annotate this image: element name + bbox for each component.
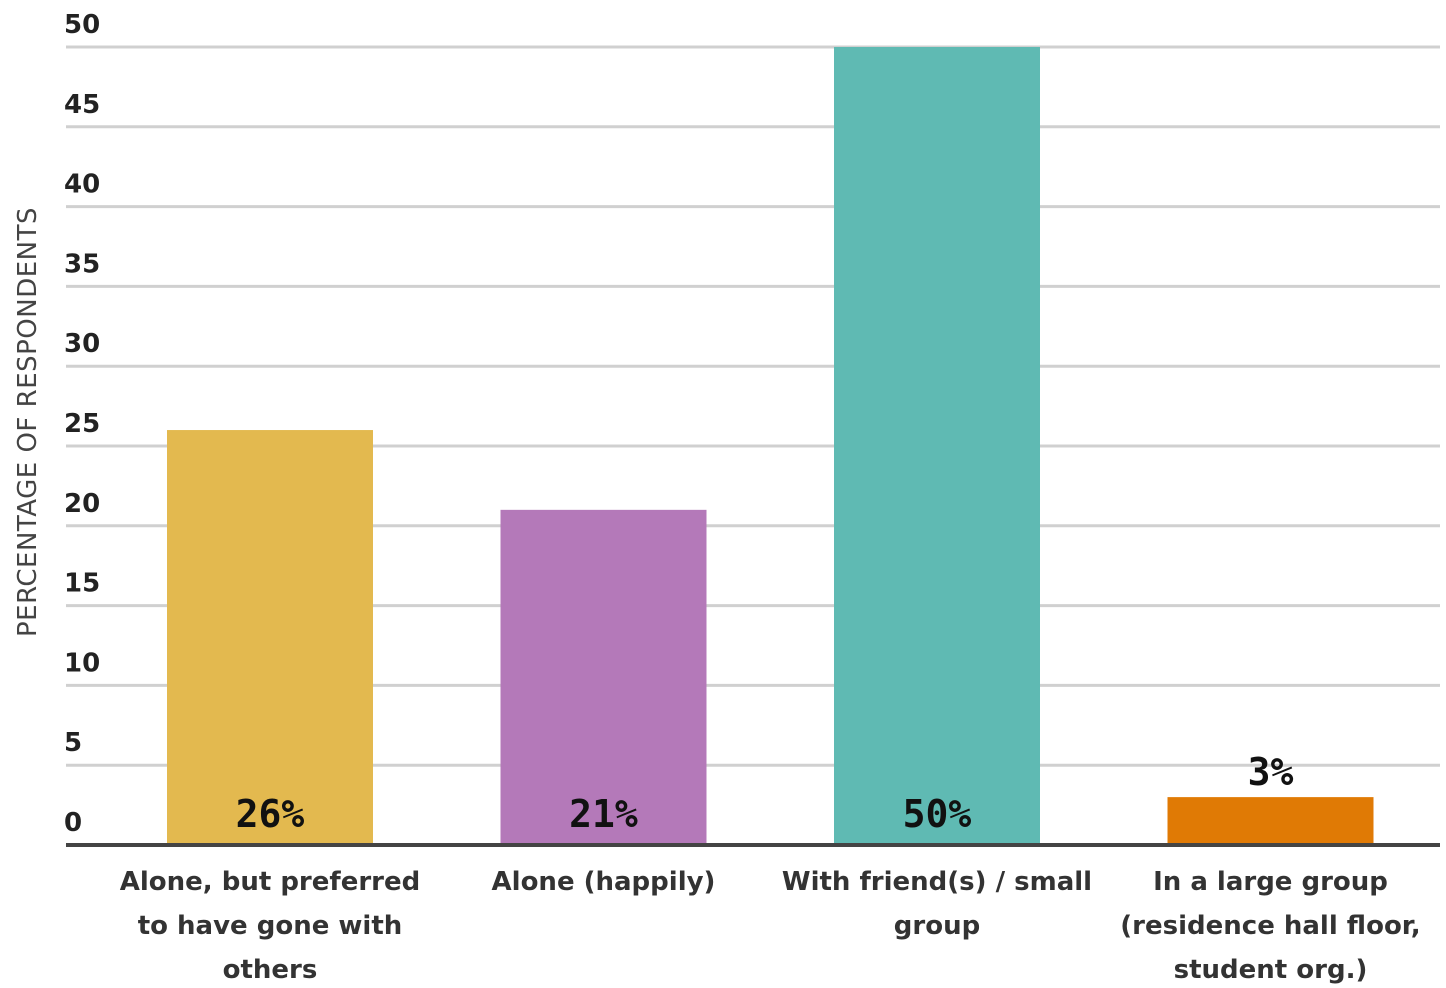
bar (167, 430, 373, 845)
category-label-line: group (894, 911, 980, 941)
category-label-line: Alone (happily) (492, 867, 716, 897)
category-label: In a large group (residence hall floor, st… (1120, 867, 1420, 985)
category-label-line: With friend(s) / small (782, 867, 1092, 897)
bars (167, 47, 1374, 845)
category-label: Alone, but preferred to have gone with oth… (120, 867, 420, 985)
y-axis-label: PERCENTAGE OF RESPONDENTS (13, 207, 43, 637)
y-tick-label: 40 (64, 170, 100, 200)
y-tick-label: 25 (64, 409, 100, 439)
data-label: 26% (236, 792, 305, 836)
data-label: 21% (569, 792, 638, 836)
y-tick-label: 15 (64, 569, 100, 599)
bar (500, 509, 707, 845)
category-label-line: others (223, 955, 318, 985)
category-label-line: to have gone with (138, 911, 403, 941)
data-labels: 26% 21% 50% 3% (236, 750, 1294, 836)
bar (1167, 797, 1374, 845)
y-tick-label: 20 (64, 489, 100, 519)
data-label: 50% (903, 792, 972, 836)
category-label: Alone (happily) (492, 867, 716, 897)
category-label-line: student org.) (1174, 955, 1368, 985)
data-label: 3% (1248, 750, 1294, 794)
y-tick-label: 10 (64, 648, 100, 678)
bar (834, 47, 1040, 845)
category-labels: Alone, but preferred to have gone with oth… (120, 867, 1421, 985)
y-tick-label: 50 (64, 10, 100, 40)
category-label-line: (residence hall floor, (1120, 911, 1420, 941)
y-tick-label: 35 (64, 249, 100, 279)
y-tick-labels: 0 5 10 15 20 25 30 35 40 45 50 (64, 10, 100, 838)
category-label-line: Alone, but preferred (120, 867, 420, 897)
y-tick-label: 5 (64, 728, 82, 758)
category-label-line: In a large group (1153, 867, 1388, 897)
y-tick-label: 0 (64, 808, 82, 838)
y-tick-label: 45 (64, 90, 100, 120)
y-tick-label: 30 (64, 329, 100, 359)
category-label: With friend(s) / small group (782, 867, 1092, 941)
